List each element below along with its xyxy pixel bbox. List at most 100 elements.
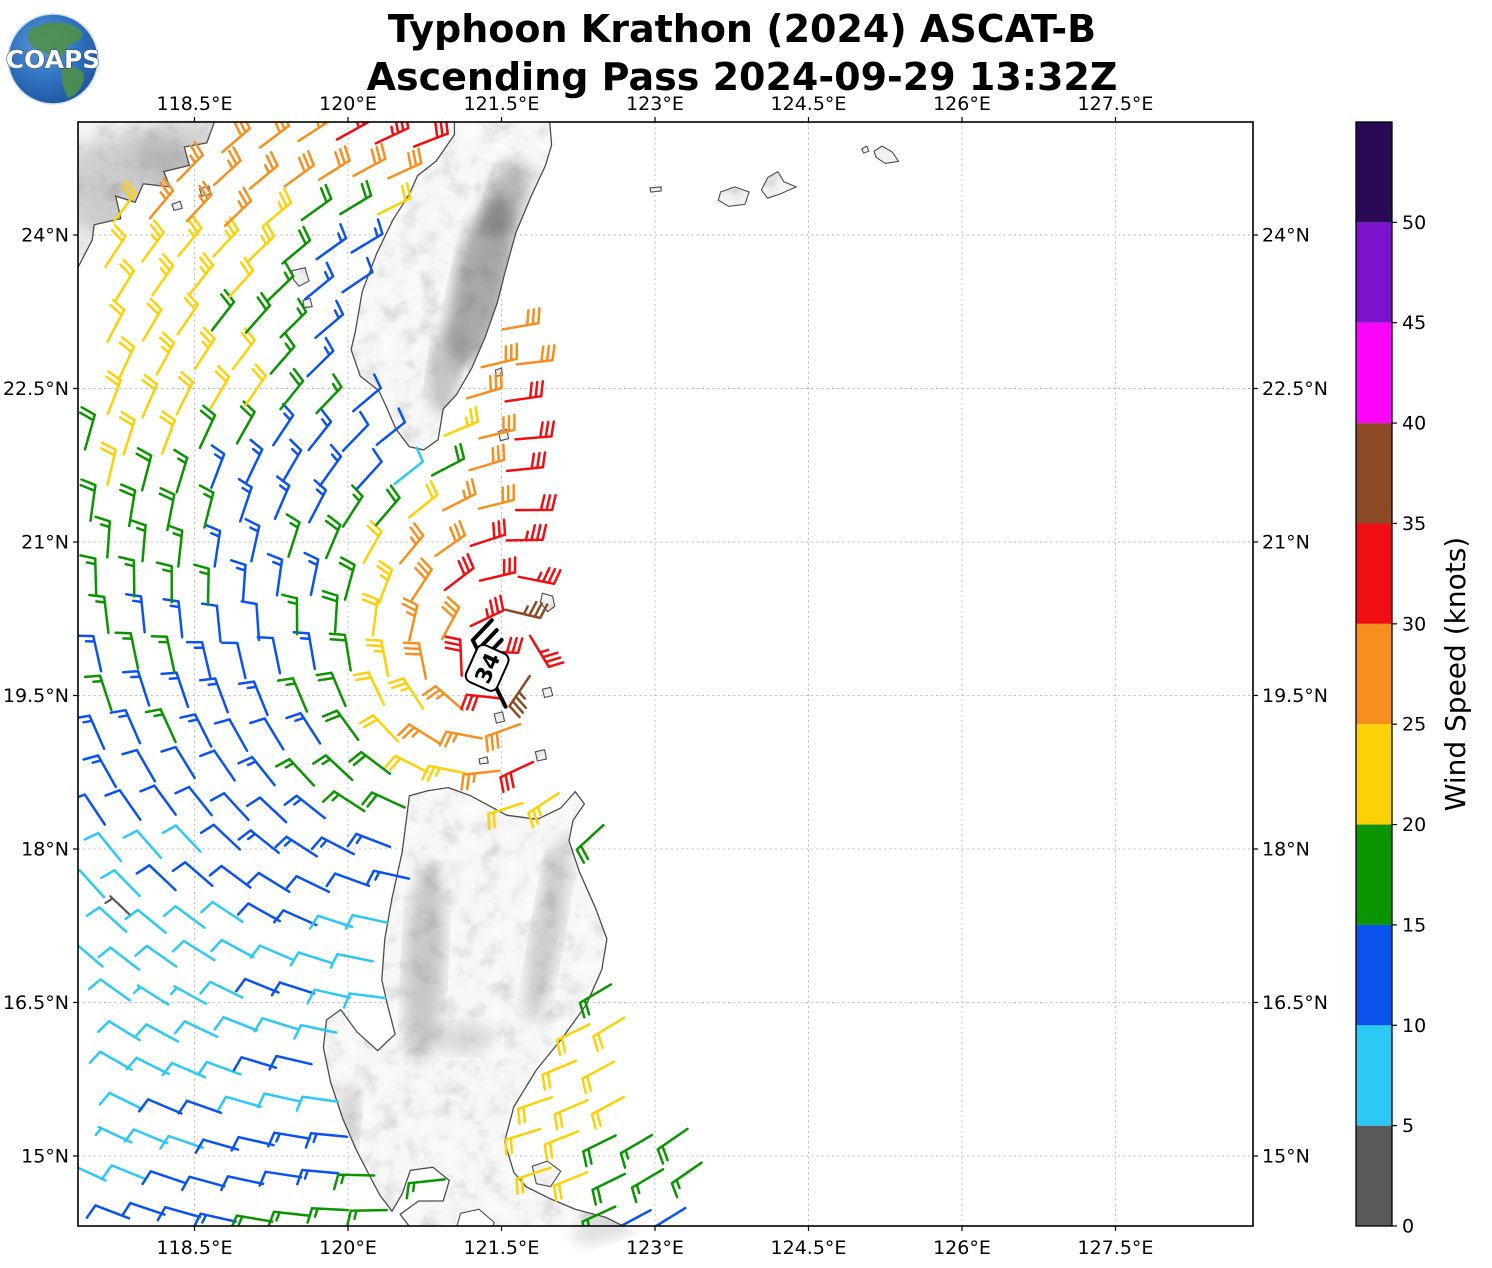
wind-barb — [198, 404, 217, 450]
wind-barb — [160, 671, 190, 709]
wind-barb — [209, 365, 231, 410]
mountain-shading — [525, 837, 570, 1025]
axis-tick-label-lat-right: 21°N — [1262, 531, 1310, 553]
island — [303, 298, 313, 308]
wind-barb — [155, 331, 176, 376]
wind-barb — [317, 145, 351, 181]
wind-barb — [442, 478, 477, 512]
wind-barb — [527, 791, 560, 829]
wind-barb — [321, 589, 339, 633]
island — [532, 1161, 561, 1187]
wind-barb — [374, 484, 401, 527]
wind-barb — [310, 836, 356, 856]
wind-barb — [582, 1134, 617, 1168]
colorbar-tick-label: 10 — [1402, 1015, 1426, 1037]
wind-barb — [237, 477, 253, 523]
wind-barb — [253, 1017, 299, 1033]
wind-barb — [270, 981, 316, 997]
island-outline — [534, 749, 548, 762]
wind-barb — [213, 718, 249, 753]
colorbar-tick-label: 5 — [1402, 1115, 1414, 1137]
wind-barb — [200, 602, 222, 643]
axis-tick-label-lat-left: 19.5°N — [3, 685, 69, 707]
wind-barb — [208, 864, 252, 889]
wind-barb — [575, 823, 605, 864]
wind-barb-layer — [78, 122, 703, 1226]
wind-barb — [160, 745, 196, 780]
wind-barb — [156, 1205, 202, 1222]
wind-barb — [338, 556, 356, 601]
wind-barb — [339, 179, 373, 216]
island-outline — [291, 267, 310, 287]
wind-barb — [275, 757, 316, 787]
axis-tick-label-lon-bottom: 123°E — [626, 1237, 684, 1259]
wind-barb — [321, 709, 360, 742]
wind-barb — [171, 939, 216, 962]
axis-tick-label-lon-bottom: 124.5°E — [771, 1237, 847, 1259]
axis-tick-label-lat-left: 24°N — [21, 225, 69, 247]
colorbar-tick-label: 35 — [1402, 513, 1426, 535]
coaps-logo: COAPS — [5, 13, 101, 105]
wind-barb — [341, 256, 374, 294]
wind-barb — [109, 708, 142, 745]
mountain-shading — [428, 322, 463, 414]
wind-barb — [258, 1170, 303, 1187]
wind-barb — [670, 1161, 703, 1199]
wind-barb — [541, 1059, 578, 1091]
wind-barb — [106, 298, 126, 344]
wind-barb — [274, 835, 319, 858]
axis-tick-label-lon-top: 124.5°E — [771, 93, 847, 115]
wind-barb — [469, 518, 507, 548]
wind-barb — [220, 1175, 265, 1192]
wind-barb — [430, 442, 466, 477]
wind-barb — [230, 1214, 274, 1226]
wind-barb — [244, 517, 261, 563]
wind-barb — [246, 222, 276, 263]
wind-barb — [393, 446, 425, 486]
wind-barb — [248, 151, 279, 190]
wind-barb — [285, 513, 301, 558]
wind-barb — [124, 593, 146, 634]
wind-barb — [267, 1131, 312, 1148]
wind-barb — [279, 367, 305, 411]
wind-barb — [235, 977, 280, 994]
wind-barb — [176, 292, 200, 336]
wind-barb — [135, 447, 153, 492]
island — [542, 687, 553, 698]
wind-barb — [141, 219, 166, 263]
wind-barb — [101, 1164, 147, 1181]
coast-taiwan — [350, 122, 553, 451]
wind-barb — [480, 342, 519, 369]
wind-barb — [88, 1050, 133, 1071]
wind-barb — [169, 985, 208, 1005]
wind-barb — [150, 635, 176, 674]
wind-barb — [578, 983, 613, 1019]
wind-barb — [209, 792, 250, 822]
island-outline — [478, 756, 489, 765]
wind-barb — [460, 693, 504, 712]
wind-barb — [221, 122, 252, 154]
wind-barb — [210, 938, 255, 959]
mountain-blob — [404, 861, 446, 1062]
wind-barb — [78, 406, 97, 451]
wind-barb — [272, 402, 295, 447]
wind-barb — [314, 299, 345, 339]
wind-barb — [94, 515, 112, 559]
wind-barb — [210, 444, 226, 489]
axis-tick-label-lat-left: 16.5°N — [3, 992, 69, 1014]
wind-barb — [407, 480, 439, 519]
mountain-blob — [483, 160, 530, 238]
wind-barb — [335, 122, 370, 141]
wind-barb — [283, 794, 327, 820]
colorbar-tick-label: 40 — [1402, 413, 1426, 435]
wind-barb — [193, 1212, 237, 1226]
wind-barb — [85, 1204, 131, 1220]
wind-barb — [468, 443, 506, 472]
wind-barb — [281, 225, 312, 265]
wind-barb — [124, 908, 167, 934]
wind-barb — [361, 592, 379, 637]
wind-barb — [315, 223, 348, 261]
wind-barb — [217, 1095, 262, 1112]
colorbar-bin — [1356, 523, 1392, 624]
island-outline — [760, 170, 798, 199]
